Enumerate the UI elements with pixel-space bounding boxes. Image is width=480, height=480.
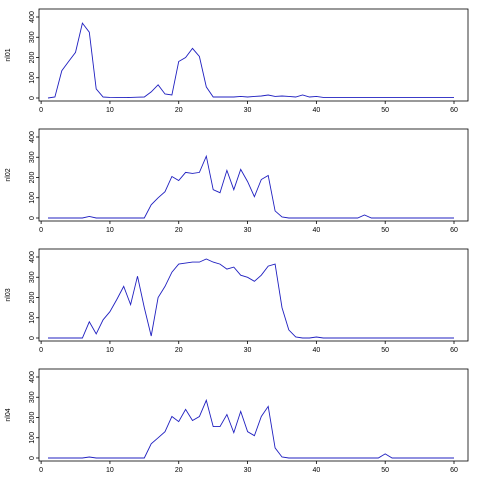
- x-tick-label-1-40: 40: [312, 107, 320, 114]
- x-tick-label-1-50: 50: [381, 107, 389, 114]
- plot-frame-2: [38, 128, 469, 222]
- series-line-nl01: [47, 22, 454, 99]
- x-tick-label-4-0: 0: [39, 467, 43, 474]
- x-tick-label-2-60: 60: [450, 227, 458, 234]
- y-tick-label-4-300: 300: [29, 391, 36, 403]
- x-tick-label-4-10: 10: [106, 467, 114, 474]
- x-tick-label-2-20: 20: [175, 227, 183, 234]
- y-tick-label-2-300: 300: [29, 151, 36, 163]
- y-tick-label-2-400: 400: [29, 131, 36, 143]
- y-tick-label-2-100: 100: [29, 192, 36, 204]
- y-tick-label-2-200: 200: [29, 172, 36, 184]
- x-tick-label-3-20: 20: [175, 347, 183, 354]
- series-line-nl03: [48, 258, 454, 339]
- plot-frame-1: [38, 8, 469, 102]
- y-tick-label-2-0: 0: [29, 216, 36, 220]
- x-tick-label-3-0: 0: [39, 347, 43, 354]
- plot-frame-4: [38, 368, 469, 462]
- y-tick-label-1-400: 400: [29, 11, 36, 23]
- x-tick-label-1-30: 30: [244, 107, 252, 114]
- y-tick-label-1-200: 200: [29, 52, 36, 64]
- y-tick-label-1-300: 300: [29, 31, 36, 43]
- plot-frame-3: [38, 248, 469, 342]
- x-tick-label-1-10: 10: [106, 107, 114, 114]
- x-tick-label-4-50: 50: [381, 467, 389, 474]
- x-tick-label-2-50: 50: [381, 227, 389, 234]
- x-tick-label-4-40: 40: [312, 467, 320, 474]
- x-tick-label-3-50: 50: [381, 347, 389, 354]
- x-tick-label-4-60: 60: [450, 467, 458, 474]
- x-tick-label-3-40: 40: [312, 347, 320, 354]
- series-line-nl02: [48, 154, 454, 219]
- x-tick-label-3-30: 30: [244, 347, 252, 354]
- y-tick-label-4-100: 100: [29, 432, 36, 444]
- y-tick-label-3-200: 200: [29, 292, 36, 304]
- y-tick-label-4-400: 400: [29, 371, 36, 383]
- x-tick-label-3-60: 60: [450, 347, 458, 354]
- x-tick-label-2-0: 0: [39, 227, 43, 234]
- y-tick-label-4-200: 200: [29, 412, 36, 424]
- y-tick-label-1-0: 0: [29, 96, 36, 100]
- x-tick-label-3-10: 10: [106, 347, 114, 354]
- x-tick-label-4-20: 20: [175, 467, 183, 474]
- y-tick-label-3-400: 400: [29, 251, 36, 263]
- x-tick-label-2-10: 10: [106, 227, 114, 234]
- x-tick-label-2-30: 30: [244, 227, 252, 234]
- y-axis-label-2: nl02: [5, 168, 12, 181]
- x-tick-label-4-30: 30: [244, 467, 252, 474]
- x-tick-label-1-0: 0: [39, 107, 43, 114]
- x-tick-label-1-20: 20: [175, 107, 183, 114]
- y-tick-label-3-300: 300: [29, 271, 36, 283]
- x-tick-label-1-60: 60: [450, 107, 458, 114]
- x-tick-label-2-40: 40: [312, 227, 320, 234]
- y-tick-label-3-100: 100: [29, 312, 36, 324]
- y-axis-label-1: nl01: [5, 48, 12, 61]
- y-tick-label-3-0: 0: [29, 336, 36, 340]
- y-tick-label-1-100: 100: [29, 72, 36, 84]
- y-axis-label-4: nl04: [5, 408, 12, 421]
- y-axis-label-3: nl03: [5, 288, 12, 301]
- y-tick-label-4-0: 0: [29, 456, 36, 460]
- series-line-nl04: [48, 398, 454, 459]
